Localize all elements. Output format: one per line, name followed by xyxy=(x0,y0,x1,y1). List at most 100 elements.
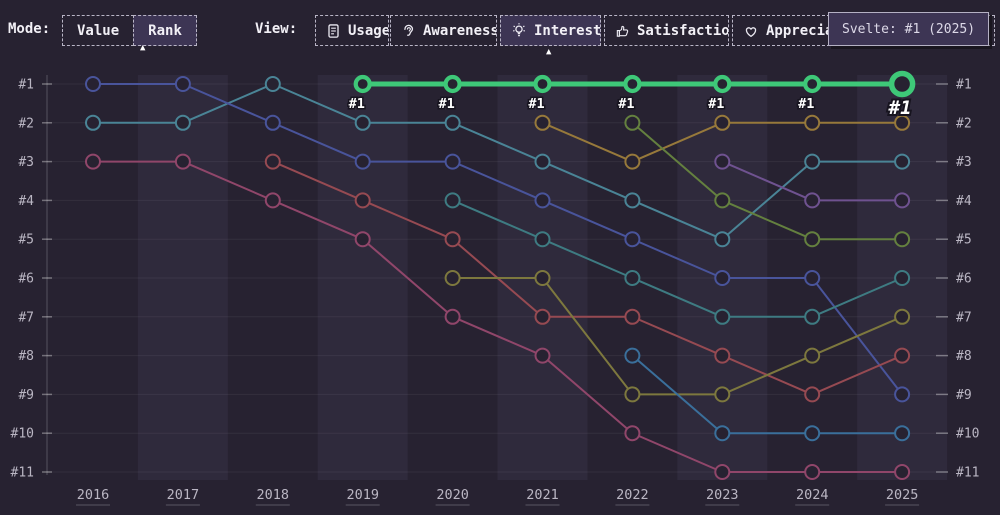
data-point-azure-2023[interactable] xyxy=(714,425,731,442)
data-point-azure-2022[interactable] xyxy=(624,347,641,364)
data-point-azure-2024[interactable] xyxy=(804,425,821,442)
data-point-olive-2024[interactable] xyxy=(804,347,821,364)
data-point-svelte-2019[interactable] xyxy=(353,74,372,94)
mode-label: Mode: xyxy=(8,21,51,37)
data-point-svelte-2022[interactable] xyxy=(623,74,642,94)
rank-label-right-#7: #7 xyxy=(956,310,972,325)
data-point-teal-2016[interactable] xyxy=(85,114,101,131)
data-point-red-2019[interactable] xyxy=(354,192,371,209)
data-point-red-2020[interactable] xyxy=(444,231,461,248)
year-label-2020[interactable]: 2020 xyxy=(436,487,469,503)
year-label-2019[interactable]: 2019 xyxy=(346,487,379,503)
data-point-olive-2021[interactable] xyxy=(534,270,551,286)
rank-label-right-#10: #10 xyxy=(956,427,979,442)
view-awareness-button[interactable]: Awareness xyxy=(390,15,497,46)
data-point-teal-2019[interactable] xyxy=(354,114,371,131)
data-point-pink-2020[interactable] xyxy=(444,308,461,325)
year-label-2018[interactable]: 2018 xyxy=(257,487,290,503)
data-point-teal-2023[interactable] xyxy=(714,231,731,248)
data-point-indigo-2020[interactable] xyxy=(444,153,461,170)
year-label-2024[interactable]: 2024 xyxy=(796,487,829,503)
view-satisfaction-label: Satisfaction xyxy=(637,22,729,39)
data-point-teal-2024[interactable] xyxy=(804,153,821,170)
view-awareness-label: Awareness xyxy=(423,22,497,39)
data-point-indigo-2018[interactable] xyxy=(264,114,281,131)
data-point-pink-2019[interactable] xyxy=(354,231,371,248)
data-point-indigo-2017[interactable] xyxy=(174,76,191,92)
data-point-indigo-2024[interactable] xyxy=(804,270,821,286)
data-point-teal-2025[interactable] xyxy=(894,153,911,170)
data-point-svelte-2025[interactable] xyxy=(888,70,916,98)
data-point-indigo-2025[interactable] xyxy=(894,386,911,403)
year-label-2023[interactable]: 2023 xyxy=(706,487,739,503)
data-point-svelte-2024[interactable] xyxy=(803,74,822,94)
data-point-pink-2021[interactable] xyxy=(534,347,551,364)
series-line-azure xyxy=(631,354,903,435)
data-point-indigo-2021[interactable] xyxy=(534,192,551,209)
data-point-seagreen-2025[interactable] xyxy=(894,270,911,286)
year-label-2021[interactable]: 2021 xyxy=(526,487,559,503)
data-point-pink-2017[interactable] xyxy=(174,153,191,170)
data-point-olive-green-2022[interactable] xyxy=(624,114,641,131)
data-point-svelte-2020[interactable] xyxy=(443,74,462,94)
data-point-gold-2022[interactable] xyxy=(624,153,641,170)
data-point-pink-2025[interactable] xyxy=(894,464,911,480)
data-point-seagreen-2021[interactable] xyxy=(534,231,551,248)
lightbulb-icon xyxy=(513,23,525,37)
year-label-2016[interactable]: 2016 xyxy=(77,487,110,503)
data-point-indigo-2019[interactable] xyxy=(354,153,371,170)
data-point-red-2025[interactable] xyxy=(894,347,911,364)
data-point-red-2018[interactable] xyxy=(264,153,281,170)
data-point-indigo-2016[interactable] xyxy=(85,76,101,92)
rank-label-right-#1: #1 xyxy=(956,78,972,93)
view-satisfaction-button[interactable]: Satisfaction xyxy=(604,15,729,46)
view-interest-button[interactable]: Interest xyxy=(500,15,601,46)
data-point-purple-2025[interactable] xyxy=(894,192,911,209)
year-label-2025[interactable]: 2025 xyxy=(886,487,919,503)
data-point-teal-2020[interactable] xyxy=(444,114,461,131)
data-point-purple-2024[interactable] xyxy=(804,192,821,209)
data-point-pink-2018[interactable] xyxy=(264,192,281,209)
data-point-gold-2021[interactable] xyxy=(534,114,551,131)
data-point-pink-2023[interactable] xyxy=(714,464,731,480)
data-point-seagreen-2022[interactable] xyxy=(624,270,641,286)
data-point-teal-2018[interactable] xyxy=(264,76,281,92)
data-point-azure-2025[interactable] xyxy=(894,425,911,442)
mode-rank-button[interactable]: Rank xyxy=(133,15,197,46)
data-point-olive-green-2023[interactable] xyxy=(714,192,731,209)
data-point-olive-2020[interactable] xyxy=(444,270,461,286)
year-label-2022[interactable]: 2022 xyxy=(616,487,649,503)
data-point-indigo-2023[interactable] xyxy=(714,270,731,286)
data-point-teal-2022[interactable] xyxy=(624,192,641,209)
data-point-red-2023[interactable] xyxy=(714,347,731,364)
data-point-indigo-2022[interactable] xyxy=(624,231,641,248)
data-point-gold-2023[interactable] xyxy=(714,114,731,131)
data-point-red-2022[interactable] xyxy=(624,308,641,325)
data-point-olive-green-2024[interactable] xyxy=(804,231,821,248)
year-label-2017[interactable]: 2017 xyxy=(167,487,200,503)
view-usage-button[interactable]: Usage xyxy=(315,15,389,46)
series-line-olive-green xyxy=(631,122,903,241)
data-point-olive-2022[interactable] xyxy=(624,386,641,403)
series-line-red xyxy=(272,160,903,396)
data-point-olive-2023[interactable] xyxy=(714,386,731,403)
data-point-olive-green-2025[interactable] xyxy=(894,231,911,248)
data-point-red-2024[interactable] xyxy=(804,386,821,403)
data-point-seagreen-2024[interactable] xyxy=(804,308,821,325)
data-point-pink-2024[interactable] xyxy=(804,464,821,480)
data-point-olive-2025[interactable] xyxy=(894,308,911,325)
mode-value-button[interactable]: Value xyxy=(62,15,135,46)
data-point-seagreen-2020[interactable] xyxy=(444,192,461,209)
data-point-red-2021[interactable] xyxy=(534,308,551,325)
data-point-seagreen-2023[interactable] xyxy=(714,308,731,325)
data-point-gold-2025[interactable] xyxy=(894,114,911,131)
data-point-svelte-2021[interactable] xyxy=(533,74,552,94)
data-point-teal-2021[interactable] xyxy=(534,153,551,170)
data-point-purple-2023[interactable] xyxy=(714,153,731,170)
data-point-teal-2017[interactable] xyxy=(174,114,191,131)
data-point-svelte-2023[interactable] xyxy=(713,74,732,94)
rank-label-right-#5: #5 xyxy=(956,233,972,248)
data-point-gold-2024[interactable] xyxy=(804,114,821,131)
data-point-pink-2022[interactable] xyxy=(624,425,641,442)
data-point-pink-2016[interactable] xyxy=(85,153,101,170)
